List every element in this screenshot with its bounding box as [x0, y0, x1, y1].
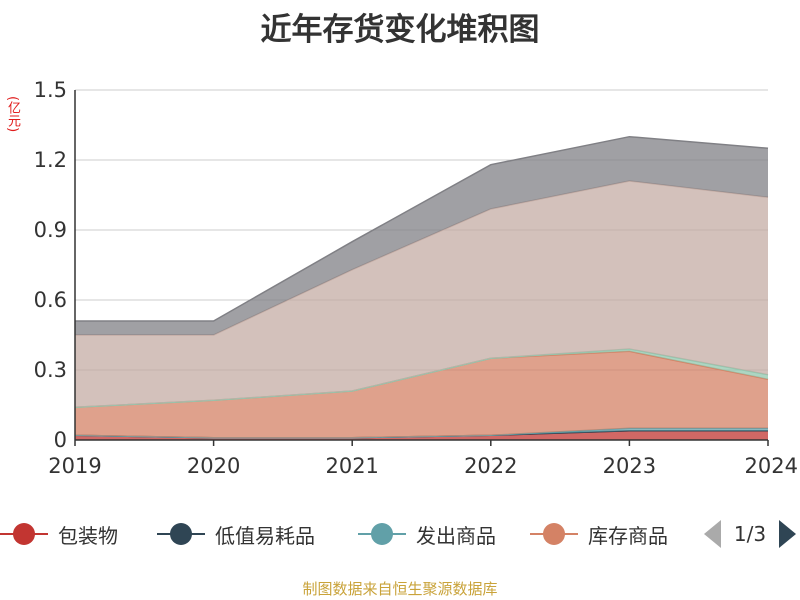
y-tick-label: 0.3	[34, 358, 67, 382]
y-tick-label: 1.5	[34, 78, 67, 102]
legend-item[interactable]: 发出商品	[358, 514, 496, 554]
legend-label: 包装物	[58, 523, 118, 548]
area-series-6	[75, 136, 768, 335]
legend-label: 发出商品	[416, 523, 496, 548]
legend-marker-icon	[530, 521, 578, 547]
chart-title: 近年存货变化堆积图	[260, 12, 540, 48]
source-note: 制图数据来自恒生聚源数据库	[302, 580, 498, 598]
legend-prev-page-icon[interactable]	[704, 520, 721, 548]
area-series-0	[75, 430, 768, 440]
axes: 0 0.3 0.6 0.9 1.2 1.5 2019 2020 2021 2022 2023 2024	[34, 78, 798, 478]
x-tick-label: 2019	[48, 454, 101, 478]
legend-item[interactable]: 包装物	[0, 514, 118, 554]
area-series-3	[75, 351, 768, 438]
y-tick-label: 0.9	[34, 218, 67, 242]
area-series-5	[75, 181, 768, 408]
legend: 包装物 低值易耗品 发出商品 库存商品	[0, 514, 800, 554]
legend-pager: 1/3	[700, 514, 800, 554]
y-tick-label: 0	[54, 428, 67, 452]
area-series	[74, 135, 769, 440]
y-axis-unit-label: (亿元)	[5, 96, 20, 133]
legend-label: 低值易耗品	[215, 523, 315, 548]
legend-page-indicator: 1/3	[733, 522, 767, 546]
y-tick-label: 0.6	[34, 288, 67, 312]
x-tick-label: 2023	[603, 454, 656, 478]
x-tick-label: 2020	[187, 454, 240, 478]
y-tick-label: 1.2	[34, 148, 67, 172]
x-tick-label: 2021	[325, 454, 378, 478]
legend-next-page-icon[interactable]	[779, 520, 796, 548]
legend-marker-icon	[157, 521, 205, 547]
legend-item[interactable]: 库存商品	[530, 514, 668, 554]
legend-marker-icon	[0, 521, 48, 547]
legend-item[interactable]: 低值易耗品	[157, 514, 315, 554]
legend-label: 库存商品	[588, 523, 668, 548]
area-series-line-6	[75, 135, 769, 322]
legend-marker-icon	[358, 521, 406, 547]
x-tick-label: 2022	[464, 454, 517, 478]
x-tick-label: 2024	[745, 454, 798, 478]
